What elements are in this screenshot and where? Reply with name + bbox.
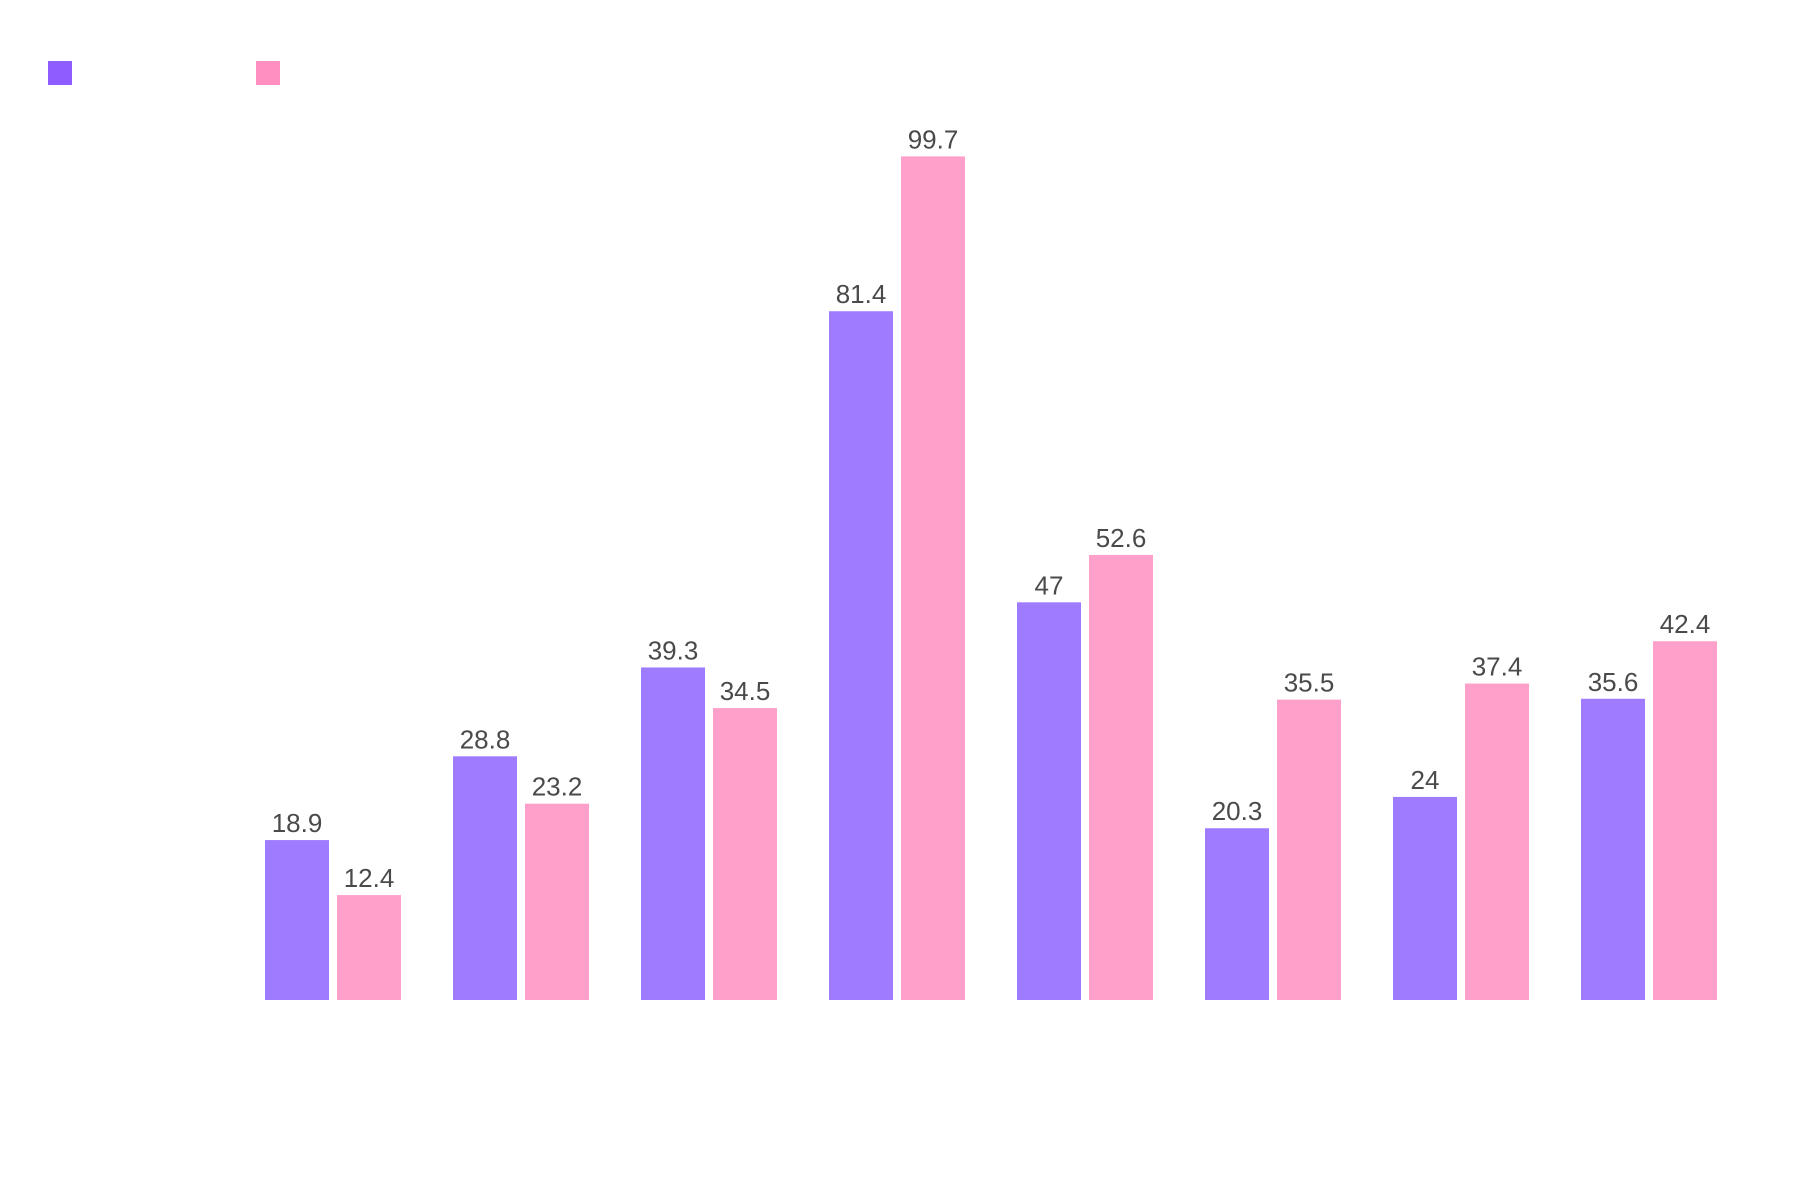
data-label-series1-cat7: 24 [1411, 765, 1440, 795]
data-labels: 18.9 12.4 28.8 23.2 39.3 34.5 81.4 99.7 47 52.6 20… [272, 124, 1711, 893]
data-label-series1-cat4: 81.4 [836, 279, 887, 309]
data-label-series1-cat3: 39.3 [648, 635, 699, 665]
data-label-series2-cat8: 42.4 [1660, 609, 1711, 639]
data-label-series2-cat5: 52.6 [1096, 523, 1147, 553]
bar-series2-cat7 [1465, 683, 1529, 1000]
data-label-series2-cat3: 34.5 [720, 676, 771, 706]
data-label-series1-cat6: 20.3 [1212, 796, 1263, 826]
data-label-series2-cat7: 37.4 [1472, 652, 1523, 682]
legend-swatch-1 [48, 61, 72, 85]
bar-series1-cat2 [453, 756, 517, 1000]
data-label-series2-cat6: 35.5 [1284, 668, 1335, 698]
data-label-series2-cat4: 99.7 [908, 124, 959, 154]
bar-series1-cat3 [641, 667, 705, 1000]
bar-series2-cat1 [337, 895, 401, 1000]
bar-series1-cat4 [829, 311, 893, 1000]
bar-series2-cat4 [901, 156, 965, 1000]
data-label-series1-cat8: 35.6 [1588, 667, 1639, 697]
legend-swatch-2 [256, 61, 280, 85]
bar-series1-cat6 [1205, 828, 1269, 1000]
bar-series1-cat8 [1581, 698, 1645, 1000]
bars [265, 156, 1717, 1000]
bar-series2-cat8 [1653, 641, 1717, 1000]
bar-series2-cat3 [713, 708, 777, 1000]
legend [48, 61, 280, 85]
bar-series1-cat5 [1017, 602, 1081, 1000]
bar-series1-cat7 [1393, 796, 1457, 1000]
bar-series2-cat5 [1089, 554, 1153, 1000]
data-label-series1-cat5: 47 [1035, 570, 1064, 600]
data-label-series2-cat1: 12.4 [344, 863, 395, 893]
bar-series1-cat1 [265, 840, 329, 1000]
data-label-series1-cat1: 18.9 [272, 808, 323, 838]
data-label-series2-cat2: 23.2 [532, 772, 583, 802]
data-label-series1-cat2: 28.8 [460, 724, 511, 754]
bar-series2-cat6 [1277, 699, 1341, 1000]
bar-series2-cat2 [525, 803, 589, 1000]
